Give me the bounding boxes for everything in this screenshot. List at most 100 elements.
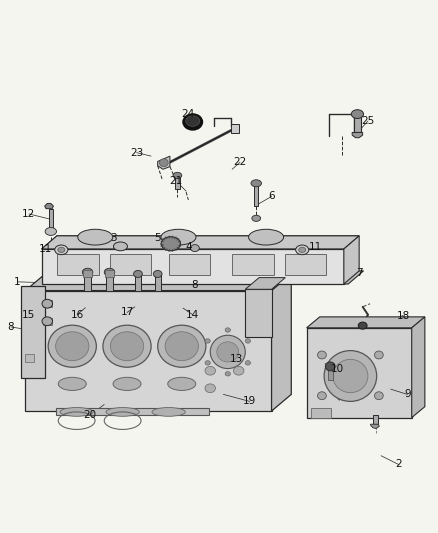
Ellipse shape (48, 325, 96, 367)
Text: 22: 22 (233, 157, 247, 167)
Bar (49, 209, 53, 231)
Text: 20: 20 (83, 410, 96, 421)
Text: 11: 11 (39, 244, 52, 254)
Ellipse shape (58, 247, 65, 253)
Text: 17: 17 (120, 308, 134, 318)
Ellipse shape (233, 366, 244, 375)
Text: 21: 21 (170, 176, 183, 186)
Ellipse shape (318, 351, 326, 359)
Bar (311, 408, 331, 418)
Ellipse shape (168, 377, 196, 391)
Bar (254, 183, 258, 206)
Ellipse shape (152, 408, 185, 416)
Polygon shape (245, 278, 285, 289)
Ellipse shape (56, 332, 89, 361)
Ellipse shape (333, 359, 368, 393)
Text: 14: 14 (186, 310, 199, 320)
Ellipse shape (225, 372, 230, 376)
Ellipse shape (205, 361, 210, 365)
Text: 23: 23 (130, 148, 143, 158)
Ellipse shape (186, 116, 200, 126)
Ellipse shape (210, 335, 245, 368)
Bar (84, 272, 91, 290)
Ellipse shape (183, 114, 202, 130)
Ellipse shape (251, 180, 261, 187)
Text: 19: 19 (243, 397, 256, 406)
Ellipse shape (205, 339, 210, 343)
Bar (43, 318, 52, 325)
Ellipse shape (225, 328, 230, 332)
Bar (354, 114, 361, 133)
Ellipse shape (55, 245, 68, 255)
Text: 11: 11 (309, 242, 322, 252)
Bar (25, 290, 272, 411)
Ellipse shape (245, 361, 251, 365)
Ellipse shape (45, 228, 57, 236)
Ellipse shape (351, 110, 364, 118)
Text: 24: 24 (182, 109, 195, 119)
Text: 12: 12 (22, 209, 35, 219)
Ellipse shape (161, 229, 196, 245)
Ellipse shape (318, 392, 326, 400)
Ellipse shape (158, 325, 206, 367)
Ellipse shape (374, 392, 383, 400)
Ellipse shape (217, 342, 239, 362)
Bar (328, 366, 333, 381)
Text: 16: 16 (71, 310, 84, 320)
Ellipse shape (106, 408, 139, 416)
Bar (106, 272, 113, 290)
Bar (169, 254, 210, 275)
Ellipse shape (78, 229, 113, 245)
Text: 25: 25 (361, 116, 374, 126)
Text: 8: 8 (191, 280, 198, 290)
Ellipse shape (103, 325, 151, 367)
Polygon shape (272, 274, 291, 411)
Ellipse shape (173, 172, 182, 179)
Ellipse shape (324, 351, 377, 401)
Bar (155, 274, 161, 290)
Text: 6: 6 (268, 191, 275, 201)
Bar (232, 254, 274, 275)
Bar (21, 286, 45, 378)
Ellipse shape (110, 332, 144, 361)
Bar (307, 328, 412, 418)
Text: 9: 9 (404, 390, 411, 399)
Ellipse shape (42, 300, 53, 308)
Text: 5: 5 (154, 233, 161, 243)
Bar (105, 270, 114, 278)
Text: 3: 3 (110, 233, 117, 243)
Ellipse shape (42, 317, 53, 326)
Bar (373, 415, 378, 424)
Text: 7: 7 (356, 268, 363, 278)
Ellipse shape (191, 245, 199, 252)
Ellipse shape (299, 247, 306, 253)
Ellipse shape (159, 159, 168, 167)
Ellipse shape (153, 270, 162, 278)
Ellipse shape (374, 351, 383, 359)
Text: 15: 15 (22, 310, 35, 320)
Ellipse shape (113, 242, 127, 251)
Ellipse shape (325, 362, 335, 371)
Bar (83, 270, 92, 278)
Ellipse shape (245, 339, 251, 343)
Ellipse shape (296, 245, 309, 255)
Text: 13: 13 (230, 354, 243, 365)
Text: 10: 10 (331, 365, 344, 374)
Bar (135, 274, 141, 290)
Polygon shape (158, 156, 170, 169)
Ellipse shape (104, 268, 115, 276)
Bar (25, 354, 34, 362)
Polygon shape (37, 271, 364, 284)
Polygon shape (45, 204, 53, 209)
Text: 4: 4 (185, 242, 192, 252)
Bar (110, 254, 151, 275)
Polygon shape (352, 133, 363, 138)
Bar (43, 300, 52, 307)
Ellipse shape (58, 377, 86, 391)
Polygon shape (42, 236, 359, 249)
Ellipse shape (358, 322, 367, 329)
Bar (57, 254, 99, 275)
Text: 18: 18 (396, 311, 410, 320)
Text: 8: 8 (7, 322, 14, 332)
Ellipse shape (134, 270, 142, 278)
